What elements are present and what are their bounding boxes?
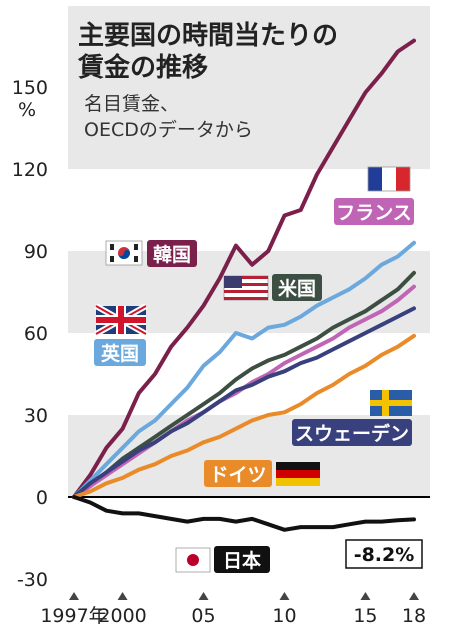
x-tick-label: 15 [353,605,377,627]
label-france-text: フランス [336,202,412,224]
grid-band [68,87,430,170]
y-axis-ticks: -30 0 30 60 90 120 150 [12,77,48,591]
japan-value-text: -8.2% [354,544,415,566]
y-tick-label: -30 [17,569,48,591]
chart-title-line2: 賃金の推移 [77,52,208,83]
label-france: フランス [334,198,414,225]
flag-us-icon [223,275,269,301]
chart-subtitle-line2: OECDのデータから [84,119,253,141]
x-tick-mark [117,592,128,600]
flag-france-icon [367,166,411,192]
flag-germany-icon [276,462,320,486]
grid-band [68,6,430,88]
x-tick-label: 1997年 [40,605,107,627]
chart-subtitle-line1: 名目賃金、 [84,93,179,115]
label-germany-text: ドイツ [209,464,266,486]
label-korea: 韓国 [147,240,197,267]
flag-uk-icon [94,303,148,337]
label-us-text: 米国 [278,277,316,300]
flag-sweden-icon [370,390,412,416]
chart-title-line1: 主要国の時間当たりの [78,21,338,51]
label-sweden-text: スウェーデン [295,422,409,445]
y-tick-label: 90 [24,241,48,263]
series-line-韓国 [72,38,416,499]
x-tick-label: 05 [191,605,215,627]
label-germany: ドイツ [204,460,272,487]
x-tick-mark [360,592,371,600]
x-tick-label: 10 [272,605,296,627]
y-tick-label: 0 [36,487,48,509]
y-tick-label: 30 [24,405,48,427]
x-tick-mark [279,592,290,600]
x-tick-label: 2000 [98,605,146,627]
y-tick-label: 120 [12,159,48,181]
x-tick-mark [409,592,419,600]
y-axis-unit: % [18,99,36,121]
label-sweden: スウェーデン [292,419,412,446]
series-line-英国 [72,240,416,499]
label-japan: 日本 [214,546,270,573]
label-uk-text: 英国 [101,342,139,365]
series-lines [72,38,416,532]
series-line-スウェーデン [72,306,416,499]
y-tick-label: 150 [12,77,48,99]
y-tick-label: 60 [24,323,48,345]
label-us: 米国 [272,274,322,301]
label-korea-text: 韓国 [153,243,191,266]
label-japan-value: -8.2% [345,539,423,569]
label-uk: 英国 [94,339,146,366]
series-line-日本 [72,495,416,532]
flag-japan-icon [175,547,211,573]
x-tick-mark [198,592,209,600]
x-tick-mark [69,592,79,600]
series-line-米国 [72,270,416,499]
x-tick-label: 18 [402,605,426,627]
flag-korea-icon [105,240,143,266]
label-japan-text: 日本 [223,549,261,572]
series-line-ドイツ [72,333,416,499]
